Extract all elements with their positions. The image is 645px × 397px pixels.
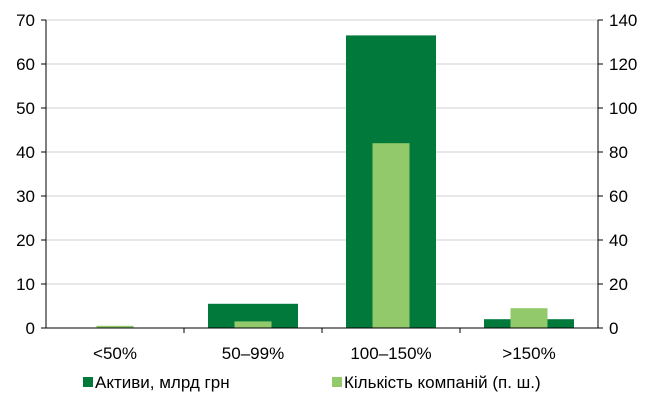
bar-companies <box>510 308 548 328</box>
legend-label: Активи, млрд грн <box>95 373 230 392</box>
bar-companies <box>234 321 272 328</box>
left-axis-tick-label: 40 <box>16 143 35 162</box>
left-axis-tick-label: 0 <box>26 319 35 338</box>
gridlines <box>46 19 598 285</box>
left-axis-tick-label: 30 <box>16 187 35 206</box>
legend-label: Кількість компаній (п. ш.) <box>344 373 541 392</box>
right-axis-tick-label: 80 <box>609 143 628 162</box>
bars <box>70 35 574 329</box>
x-axis-category-label: 100–150% <box>350 344 431 363</box>
left-axis-tick-label: 60 <box>16 55 35 74</box>
legend: Активи, млрд грн Кількість компаній (п. ш… <box>83 373 541 392</box>
right-axis-tick-label: 20 <box>609 275 628 294</box>
x-axis-category-label: >150% <box>502 344 555 363</box>
left-axis-tick-label: 70 <box>16 11 35 30</box>
right-axis-tick-label: 60 <box>609 187 628 206</box>
bar-companies <box>372 143 410 328</box>
legend-swatch <box>332 377 342 387</box>
left-axis-tick-label: 10 <box>16 275 35 294</box>
right-axis-tick-label: 140 <box>609 11 637 30</box>
left-axis-tick-label: 50 <box>16 99 35 118</box>
right-axis-tick-label: 0 <box>609 319 618 338</box>
right-axis-tick-label: 100 <box>609 99 637 118</box>
axes: 0 10 20 30 40 50 60 70 0 20 40 60 80 100 120 140 <50% 50–… <box>16 11 637 363</box>
right-axis-tick-label: 120 <box>609 55 637 74</box>
x-axis-category-label: 50–99% <box>222 344 284 363</box>
legend-swatch <box>83 377 93 387</box>
left-axis-tick-label: 20 <box>16 231 35 250</box>
bar-companies <box>96 325 134 328</box>
x-axis-category-label: <50% <box>93 344 137 363</box>
right-axis-tick-label: 40 <box>609 231 628 250</box>
